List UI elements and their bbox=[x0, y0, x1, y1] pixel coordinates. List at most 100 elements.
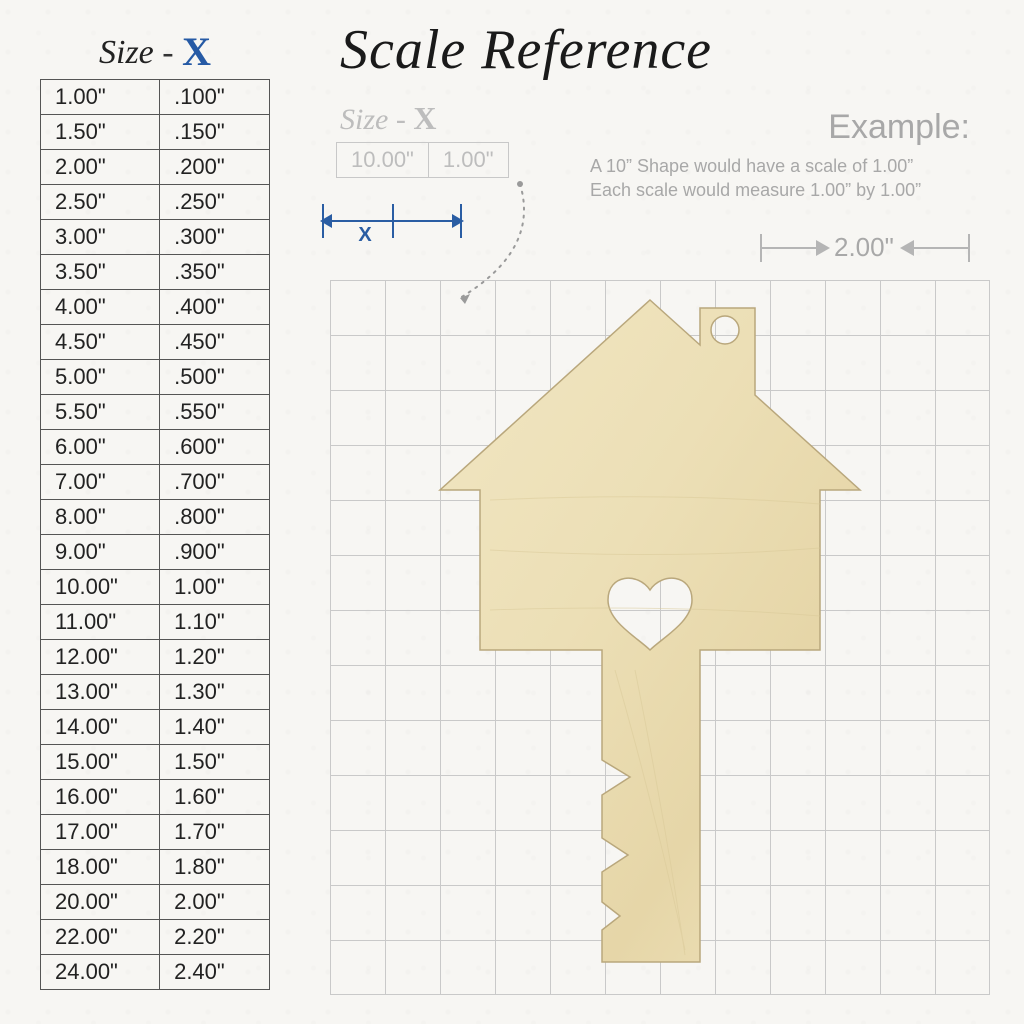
size-cell: 2.00" bbox=[41, 150, 160, 185]
size-cell: 16.00" bbox=[41, 780, 160, 815]
size-cell: 24.00" bbox=[41, 955, 160, 990]
example-line-2: Each scale would measure 1.00” by 1.00” bbox=[590, 178, 970, 202]
scale-cell: 1.40" bbox=[160, 710, 270, 745]
size-cell: 1.00" bbox=[41, 80, 160, 115]
table-row: 8.00".800" bbox=[41, 500, 270, 535]
scale-cell: 1.70" bbox=[160, 815, 270, 850]
grid-scale-label: 2.00" bbox=[834, 232, 894, 263]
scale-cell: 2.20" bbox=[160, 920, 270, 955]
table-row: 4.00".400" bbox=[41, 290, 270, 325]
size-cell: 14.00" bbox=[41, 710, 160, 745]
size-cell: 7.00" bbox=[41, 465, 160, 500]
table-row: 17.00"1.70" bbox=[41, 815, 270, 850]
size-cell: 3.00" bbox=[41, 220, 160, 255]
size-cell: 13.00" bbox=[41, 675, 160, 710]
scale-cell: 2.00" bbox=[160, 885, 270, 920]
size-cell: 5.50" bbox=[41, 395, 160, 430]
mini-cell-size: 10.00" bbox=[337, 143, 429, 178]
scale-cell: .500" bbox=[160, 360, 270, 395]
mini-table: 10.00" 1.00" bbox=[336, 142, 509, 178]
size-cell: 4.00" bbox=[41, 290, 160, 325]
scale-cell: .600" bbox=[160, 430, 270, 465]
size-dash: - bbox=[162, 34, 173, 71]
mini-size-word: Size bbox=[340, 103, 388, 136]
table-row: 11.00"1.10" bbox=[41, 605, 270, 640]
size-cell: 22.00" bbox=[41, 920, 160, 955]
scale-cell: .250" bbox=[160, 185, 270, 220]
size-cell: 6.00" bbox=[41, 430, 160, 465]
scale-cell: .400" bbox=[160, 290, 270, 325]
scale-cell: 1.20" bbox=[160, 640, 270, 675]
mini-size-x: X bbox=[413, 100, 436, 136]
scale-cell: 1.10" bbox=[160, 605, 270, 640]
size-cell: 2.50" bbox=[41, 185, 160, 220]
size-cell: 3.50" bbox=[41, 255, 160, 290]
size-word: Size bbox=[99, 34, 154, 71]
table-row: 24.00"2.40" bbox=[41, 955, 270, 990]
scale-cell: 1.30" bbox=[160, 675, 270, 710]
size-cell: 17.00" bbox=[41, 815, 160, 850]
grid-scale-indicator: 2.00" bbox=[760, 232, 970, 272]
table-row: 15.00"1.50" bbox=[41, 745, 270, 780]
size-x-glyph: X bbox=[182, 29, 211, 74]
scale-cell: 1.50" bbox=[160, 745, 270, 780]
scale-cell: .100" bbox=[160, 80, 270, 115]
scale-cell: .200" bbox=[160, 150, 270, 185]
size-cell: 12.00" bbox=[41, 640, 160, 675]
table-row: 7.00".700" bbox=[41, 465, 270, 500]
scale-cell: 2.40" bbox=[160, 955, 270, 990]
size-cell: 9.00" bbox=[41, 535, 160, 570]
scale-cell: .450" bbox=[160, 325, 270, 360]
scale-cell: .550" bbox=[160, 395, 270, 430]
reference-table: 1.00".100"1.50".150"2.00".200"2.50".250"… bbox=[40, 79, 270, 990]
scale-cell: 1.80" bbox=[160, 850, 270, 885]
size-cell: 10.00" bbox=[41, 570, 160, 605]
table-row: 6.00".600" bbox=[41, 430, 270, 465]
table-row: 18.00"1.80" bbox=[41, 850, 270, 885]
mini-size-header: Size - X bbox=[340, 100, 436, 137]
scale-cell: 1.00" bbox=[160, 570, 270, 605]
example-heading: Example: bbox=[828, 108, 970, 147]
mini-cell-scale: 1.00" bbox=[428, 143, 508, 178]
table-row: 12.00"1.20" bbox=[41, 640, 270, 675]
table-row: 16.00"1.60" bbox=[41, 780, 270, 815]
table-row: 1.00".100" bbox=[41, 80, 270, 115]
table-row: 3.00".300" bbox=[41, 220, 270, 255]
table-row: 22.00"2.20" bbox=[41, 920, 270, 955]
size-table: Size - X 1.00".100"1.50".150"2.00".200"2… bbox=[40, 28, 270, 990]
size-table-header: Size - X bbox=[40, 28, 270, 75]
table-row: 9.00".900" bbox=[41, 535, 270, 570]
reference-grid bbox=[330, 280, 990, 995]
size-cell: 8.00" bbox=[41, 500, 160, 535]
table-row: 2.50".250" bbox=[41, 185, 270, 220]
size-cell: 11.00" bbox=[41, 605, 160, 640]
table-row: 4.50".450" bbox=[41, 325, 270, 360]
x-dimension-marker: X bbox=[322, 190, 462, 250]
scale-cell: .800" bbox=[160, 500, 270, 535]
table-row: 20.00"2.00" bbox=[41, 885, 270, 920]
scale-cell: .300" bbox=[160, 220, 270, 255]
table-row: 5.00".500" bbox=[41, 360, 270, 395]
example-text: A 10” Shape would have a scale of 1.00” … bbox=[590, 154, 970, 203]
size-cell: 5.00" bbox=[41, 360, 160, 395]
page-title: Scale Reference bbox=[340, 18, 712, 82]
size-cell: 15.00" bbox=[41, 745, 160, 780]
size-cell: 20.00" bbox=[41, 885, 160, 920]
size-cell: 1.50" bbox=[41, 115, 160, 150]
mini-size-dash: - bbox=[396, 103, 406, 136]
scale-cell: .150" bbox=[160, 115, 270, 150]
example-line-1: A 10” Shape would have a scale of 1.00” bbox=[590, 154, 970, 178]
scale-cell: 1.60" bbox=[160, 780, 270, 815]
scale-cell: .350" bbox=[160, 255, 270, 290]
table-row: 13.00"1.30" bbox=[41, 675, 270, 710]
table-row: 3.50".350" bbox=[41, 255, 270, 290]
x-dimension-label: X bbox=[358, 224, 371, 247]
size-cell: 4.50" bbox=[41, 325, 160, 360]
table-row: 5.50".550" bbox=[41, 395, 270, 430]
scale-cell: .700" bbox=[160, 465, 270, 500]
table-row: 1.50".150" bbox=[41, 115, 270, 150]
scale-cell: .900" bbox=[160, 535, 270, 570]
table-row: 14.00"1.40" bbox=[41, 710, 270, 745]
table-row: 10.00"1.00" bbox=[41, 570, 270, 605]
table-row: 2.00".200" bbox=[41, 150, 270, 185]
